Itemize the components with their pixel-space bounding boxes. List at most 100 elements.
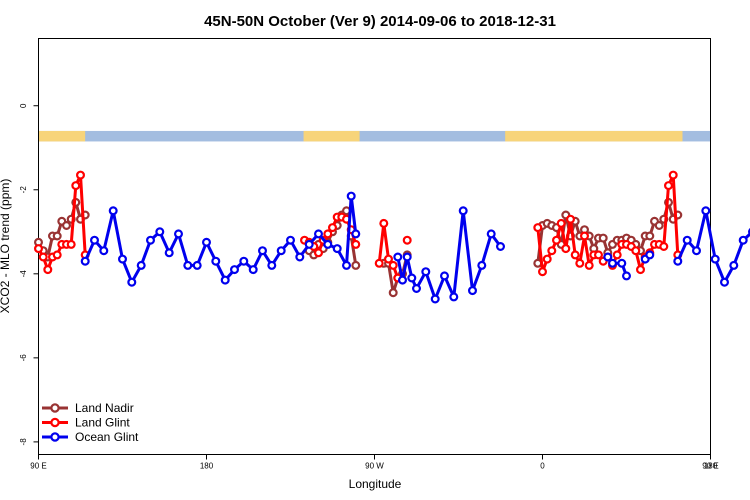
land-mask-band [38,130,711,142]
legend-label: Land Glint [75,416,130,430]
data-point [654,221,664,231]
data-point [351,260,361,270]
data-point [146,235,156,245]
data-point [407,273,417,283]
data-point [351,229,361,239]
data-point [537,267,547,277]
land-segment [505,130,683,142]
legend-marker [50,403,60,413]
data-point [52,250,62,260]
series-layer [33,170,750,304]
data-point [635,265,645,275]
data-point [402,252,412,262]
legend-label: Land Nadir [75,401,134,415]
data-point [258,246,268,256]
data-point [379,218,389,228]
data-point [645,231,655,241]
data-point [542,254,552,264]
y-tick-label: -4 [19,270,28,278]
data-point [33,244,43,254]
data-point [458,206,468,216]
data-point [183,260,193,270]
y-tick-label: 0 [19,103,28,108]
data-point [108,206,118,216]
data-point [136,260,146,270]
data-point [570,250,580,260]
data-point [607,258,617,268]
data-point [267,260,277,270]
data-point [211,256,221,266]
data-point [393,252,403,262]
data-point [402,235,412,245]
data-point [328,223,338,233]
data-point [388,260,398,270]
data-point [682,235,692,245]
data-point [52,231,62,241]
data-point [421,267,431,277]
data-point [738,235,748,245]
data-point [117,254,127,264]
data-point [174,229,184,239]
data-point [351,239,361,249]
land-segment [303,130,360,142]
y-axis-label: XCO2 - MLO trend (ppm) [0,179,12,314]
data-point [323,239,333,249]
data-point [486,229,496,239]
series-ocean-glint [80,191,750,304]
data-point [673,256,683,266]
data-point [127,277,137,287]
data-point [384,254,394,264]
data-point [477,260,487,270]
y-tick-label: -8 [19,438,28,446]
data-point [496,242,506,252]
data-point [551,235,561,245]
data-point [164,248,174,258]
data-point [603,252,613,262]
x-tick-label: 0 [540,462,545,471]
data-point [314,229,324,239]
data-point [668,170,678,180]
data-point [617,258,627,268]
series-line [83,194,358,284]
data-point [230,265,240,275]
series-land-glint [33,170,683,283]
legend-marker [50,432,60,442]
x-tick-label: 90 E [30,462,46,471]
data-point [440,271,450,281]
x-tick-label: 180 [704,462,718,471]
y-tick-label: -2 [19,186,28,194]
data-point [612,250,622,260]
data-point [43,265,53,275]
data-point [239,256,249,266]
data-point [89,235,99,245]
data-point [645,250,655,260]
data-point [248,265,258,275]
data-point [701,206,711,216]
x-axis-label: Longitude [349,477,402,491]
data-point [561,244,571,254]
data-point [323,229,333,239]
data-point [579,231,589,241]
data-point [547,246,557,256]
data-point [468,286,478,296]
data-point [342,260,352,270]
y-axis: 0 -2 -4 -6 -8 [19,103,39,445]
data-point [631,246,641,256]
data-point [286,235,296,245]
data-point [584,260,594,270]
data-point [314,248,324,258]
data-point [659,242,669,252]
x-tick-label: 90 W [365,462,384,471]
data-point [295,252,305,262]
data-point [71,181,81,191]
data-point [565,214,575,224]
data-point [155,227,165,237]
data-point [66,239,76,249]
data-point [276,246,286,256]
data-point [192,260,202,270]
data-point [61,221,71,231]
data-point [593,250,603,260]
